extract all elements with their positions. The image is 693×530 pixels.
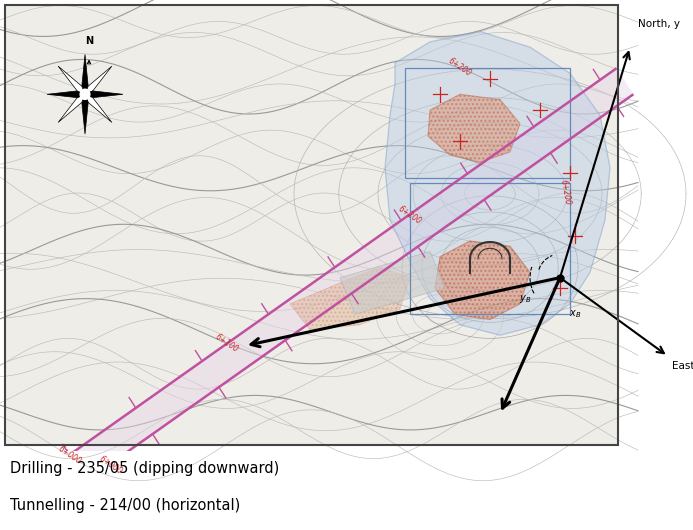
Polygon shape [82,94,88,134]
Polygon shape [385,31,610,335]
Polygon shape [85,66,112,94]
Text: 6+000: 6+000 [56,444,83,466]
Polygon shape [82,55,88,94]
Circle shape [80,89,90,100]
Text: $x_B$: $x_B$ [569,308,581,320]
Bar [405,68,570,178]
Polygon shape [340,251,445,314]
Polygon shape [290,267,410,330]
Bar [5,5,618,445]
Text: 6+200: 6+200 [559,179,572,206]
Text: $y_B$: $y_B$ [519,293,531,305]
Text: N: N [85,36,93,46]
Polygon shape [58,66,85,94]
Text: Tunnelling - 214/00 (horizontal): Tunnelling - 214/00 (horizontal) [10,498,240,513]
Polygon shape [85,91,123,98]
Bar [410,183,570,314]
Text: East, x: East, x [672,361,693,372]
Text: 6+200: 6+200 [447,57,473,78]
Text: North, y: North, y [638,19,680,29]
Polygon shape [0,68,633,530]
Polygon shape [85,94,112,122]
Text: 6+100: 6+100 [214,333,240,355]
Polygon shape [58,94,85,122]
Polygon shape [47,91,85,98]
Text: 6+000: 6+000 [98,454,124,476]
Polygon shape [428,94,520,162]
Text: 6+200: 6+200 [396,204,423,226]
Polygon shape [435,241,530,320]
Text: Drilling - 235/05 (dipping downward): Drilling - 235/05 (dipping downward) [10,461,280,476]
Bar [5,5,618,445]
